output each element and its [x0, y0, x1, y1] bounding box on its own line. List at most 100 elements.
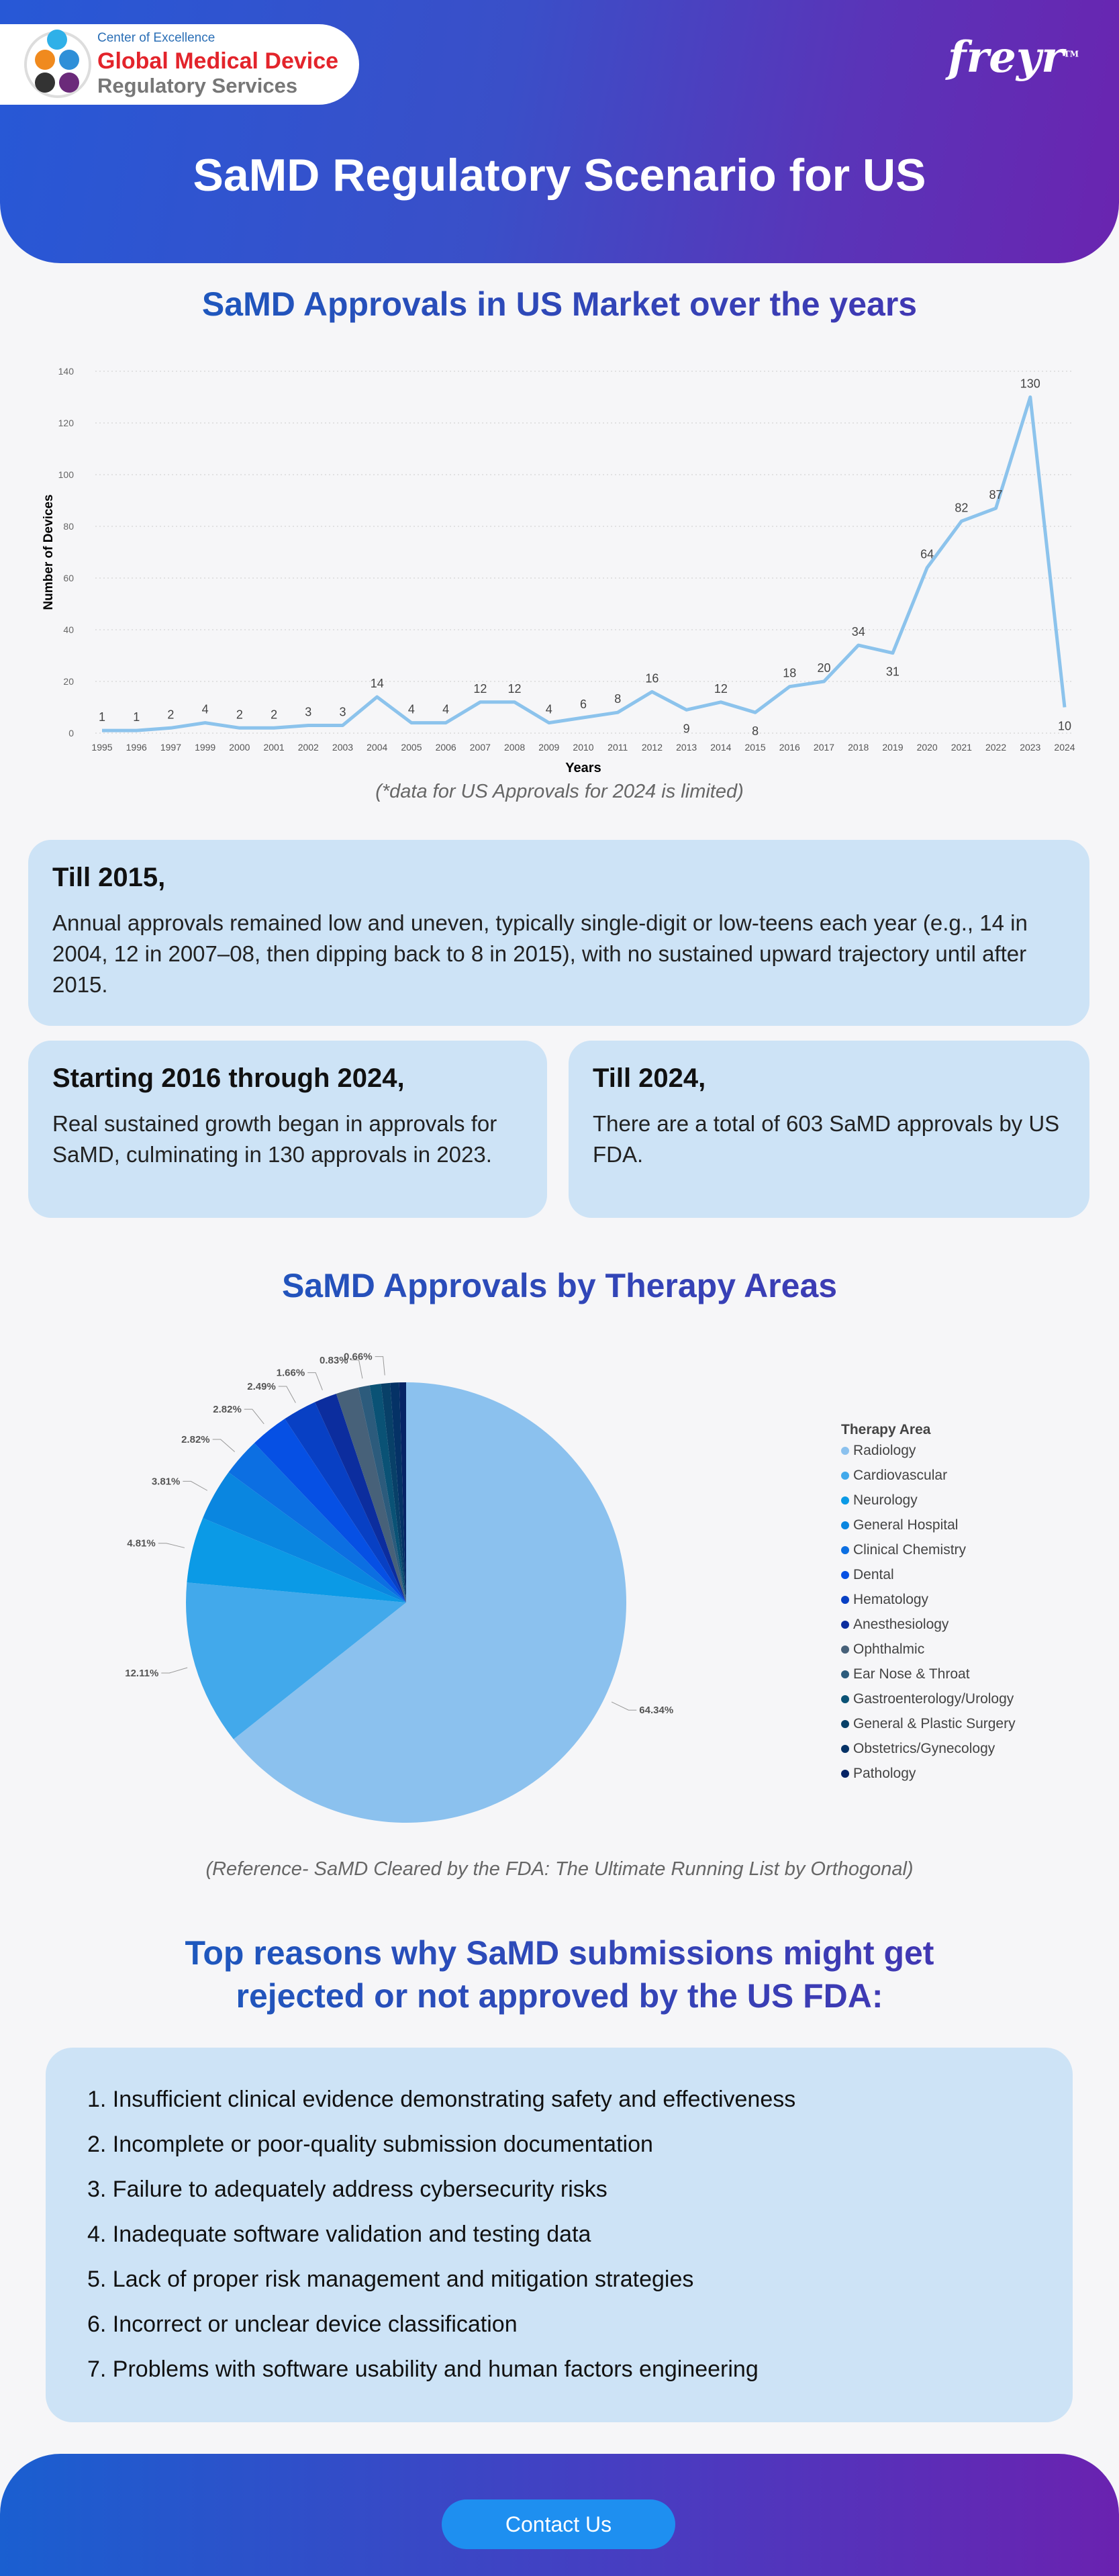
label-leader	[611, 1701, 637, 1711]
legend-marker	[841, 1595, 849, 1604]
data-label: 82	[955, 501, 968, 514]
x-tick-label: 2024	[1054, 742, 1075, 753]
slice-label: 12.11%	[125, 1668, 158, 1679]
slice-label: 4.81%	[127, 1538, 156, 1549]
x-tick-label: 2001	[263, 742, 284, 753]
label-leader	[350, 1359, 363, 1379]
reason-item: 1. Insufficient clinical evidence demons…	[87, 2087, 796, 2112]
data-label: 34	[852, 625, 865, 638]
data-label: 2	[271, 708, 277, 721]
x-tick-label: 1995	[91, 742, 112, 753]
legend-marker	[841, 1744, 849, 1753]
line-chart-title: SaMD Approvals in US Market over the yea…	[0, 285, 1119, 324]
x-tick-label: 2007	[470, 742, 491, 753]
label-leader	[307, 1372, 323, 1390]
chart-note: (*data for US Approvals for 2024 is limi…	[375, 781, 744, 802]
legend-item: Anesthesiology	[841, 1612, 1016, 1637]
data-label: 31	[886, 665, 899, 679]
slice-label: 0.66%	[344, 1351, 373, 1363]
slice-label: 1.66%	[277, 1368, 305, 1379]
x-tick-label: 2017	[814, 742, 834, 753]
legend-item: General & Plastic Surgery	[841, 1711, 1016, 1736]
x-tick-label: 2023	[1020, 742, 1040, 753]
reason-item: 6. Incorrect or unclear device classific…	[87, 2311, 518, 2337]
data-label: 8	[752, 724, 759, 738]
pie-slice	[233, 1382, 626, 1823]
series-line	[102, 395, 1067, 732]
data-label: 130	[1020, 377, 1040, 391]
pie-slice	[186, 1582, 406, 1739]
freyr-logo: freyrTM	[947, 32, 1079, 83]
data-label: 4	[442, 703, 449, 716]
data-label: 18	[783, 667, 796, 680]
data-label: 64	[920, 548, 934, 561]
pie-slice	[315, 1393, 406, 1603]
slice-label: 3.81%	[152, 1476, 181, 1487]
box-title: Starting 2016 through 2024,	[52, 1063, 405, 1093]
y-tick-label: 40	[63, 624, 74, 635]
legend-label: Radiology	[853, 1442, 916, 1458]
reason-item: 2. Incomplete or poor-quality submission…	[87, 2132, 653, 2157]
x-tick-label: 2004	[367, 742, 387, 753]
legend-marker	[841, 1719, 849, 1728]
label-leader	[375, 1356, 385, 1376]
legend-marker	[841, 1496, 849, 1505]
legend-item: Clinical Chemistry	[841, 1537, 1016, 1562]
legend-item: Gastroenterology/Urology	[841, 1686, 1016, 1711]
legend-label: Ear Nose & Throat	[853, 1666, 970, 1682]
data-label: 10	[1058, 720, 1071, 733]
data-label: 1	[133, 710, 140, 724]
reason-item: 4. Inadequate software validation and te…	[87, 2222, 591, 2247]
x-tick-label: 2020	[917, 742, 938, 753]
label-leader	[183, 1480, 208, 1491]
x-tick-label: 2011	[607, 742, 628, 753]
x-tick-label: 2022	[985, 742, 1006, 753]
legend-item: Hematology	[841, 1587, 1016, 1612]
legend-item: Dental	[841, 1562, 1016, 1587]
pie-slice	[399, 1382, 406, 1603]
till-2015-box: Till 2015, Annual approvals remained low…	[28, 840, 1089, 1026]
data-label: 4	[546, 703, 552, 716]
y-tick-label: 20	[63, 676, 74, 687]
pie-slice	[381, 1382, 406, 1603]
reference-note: (Reference- SaMD Cleared by the FDA: The…	[205, 1858, 914, 1880]
x-tick-label: 2009	[538, 742, 559, 753]
x-axis-label: Years	[565, 761, 601, 775]
growth-box: Starting 2016 through 2024, Real sustain…	[28, 1041, 547, 1218]
legend-marker	[841, 1545, 849, 1554]
x-tick-label: 2006	[436, 742, 456, 753]
x-tick-label: 2000	[229, 742, 250, 753]
x-tick-label: 2010	[573, 742, 593, 753]
legend-label: Cardiovascular	[853, 1467, 948, 1483]
legend-label: Anesthesiology	[853, 1616, 949, 1632]
x-tick-label: 1999	[195, 742, 215, 753]
legend-label: Pathology	[853, 1765, 916, 1781]
legend-item: Neurology	[841, 1488, 1016, 1513]
total-box: Till 2024, There are a total of 603 SaMD…	[569, 1041, 1089, 1218]
x-tick-label: 2018	[848, 742, 869, 753]
x-tick-label: 2016	[779, 742, 800, 753]
x-tick-label: 1997	[160, 742, 181, 753]
x-tick-label: 2003	[332, 742, 353, 753]
data-label: 9	[683, 722, 690, 735]
pie-slice	[203, 1472, 406, 1603]
x-tick-label: 2005	[401, 742, 422, 753]
data-label: 20	[817, 661, 830, 675]
reason-item: 7. Problems with software usability and …	[87, 2356, 759, 2382]
legend-marker	[841, 1670, 849, 1678]
data-label: 12	[508, 682, 522, 696]
pie-slice	[336, 1387, 406, 1603]
legend-marker	[841, 1645, 849, 1654]
data-label: 3	[339, 705, 346, 718]
x-tick-label: 2021	[951, 742, 972, 753]
y-tick-label: 140	[58, 366, 75, 377]
pie-slice	[369, 1384, 406, 1603]
contact-us-button[interactable]: Contact Us	[442, 2499, 675, 2549]
legend-label: Clinical Chemistry	[853, 1541, 967, 1558]
slice-label: 2.49%	[247, 1381, 276, 1392]
box-text: There are a total of 603 SaMD approvals …	[593, 1111, 1060, 1167]
data-label: 1	[99, 710, 105, 724]
y-tick-label: 60	[63, 573, 74, 583]
legend-label: Ophthalmic	[853, 1641, 925, 1657]
